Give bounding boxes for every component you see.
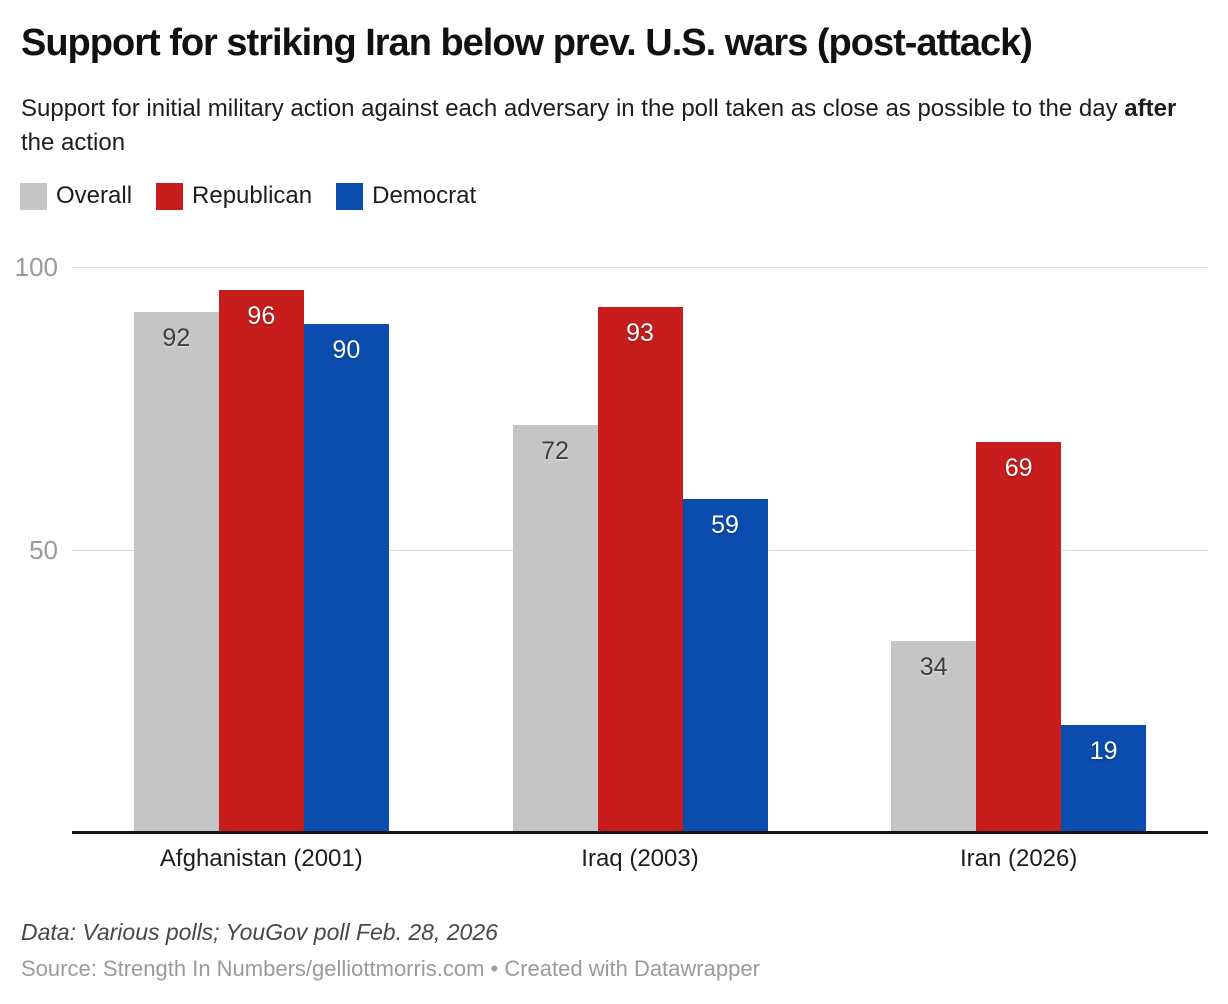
bar-democrat-1: 59 [682, 499, 768, 833]
bar-group-2: 34 69 19 [829, 267, 1208, 833]
legend-label-overall: Overall [56, 182, 133, 209]
chart-subtitle: Support for initial military action agai… [21, 92, 1213, 160]
bar-value-label: 93 [626, 318, 654, 347]
bar-overall-1: 72 [512, 425, 598, 833]
bar-republican-1: 93 [597, 306, 683, 833]
bar-group-1: 72 93 59 [451, 267, 830, 833]
category-label-1: Iraq (2003) [581, 845, 699, 872]
bar-republican-2: 69 [976, 442, 1062, 833]
bar-value-label: 72 [541, 437, 569, 466]
chart-title: Support for striking Iran below prev. U.… [21, 22, 1033, 64]
x-axis-line [72, 831, 1208, 834]
bar-overall-0: 92 [133, 312, 219, 833]
bar-value-label: 92 [162, 324, 191, 353]
bar-value-label: 34 [919, 652, 948, 681]
legend-swatch-democrat [336, 182, 364, 210]
bar-value-label: 69 [1004, 454, 1033, 483]
bar-groups: 92 96 90 72 93 59 34 69 19 [72, 267, 1208, 833]
legend-label-republican: Republican [192, 182, 313, 209]
subtitle-text-1: Support for initial military action agai… [21, 95, 1125, 122]
gridline-100 [72, 267, 1208, 268]
bar-value-label: 96 [247, 301, 276, 330]
legend-item-republican: Republican [156, 182, 312, 210]
bar-overall-2: 34 [891, 640, 977, 833]
bar-republican-0: 96 [218, 289, 304, 833]
category-label-2: Iran (2026) [959, 845, 1078, 872]
legend: Overall Republican Democrat [20, 182, 476, 210]
bar-value-label: 19 [1089, 737, 1118, 766]
bar-value-label: 59 [711, 511, 739, 540]
footer-data-note: Data: Various polls; YouGov poll Feb. 28… [21, 919, 498, 945]
legend-swatch-republican [156, 182, 184, 210]
legend-label-democrat: Democrat [372, 182, 477, 209]
category-label-0: Afghanistan (2001) [159, 845, 363, 872]
bar-value-label: 90 [332, 335, 361, 364]
y-tick-label-100: 100 [14, 252, 58, 282]
legend-item-democrat: Democrat [336, 182, 476, 210]
subtitle-text-2: the action [21, 129, 126, 156]
x-axis-labels: Afghanistan (2001) Iraq (2003) Iran (2026) [72, 845, 1208, 873]
y-tick-label-50: 50 [29, 535, 58, 565]
bar-group-0: 92 96 90 [72, 267, 451, 833]
bar-democrat-0: 90 [303, 323, 389, 833]
subtitle-bold-word: after [1124, 95, 1177, 122]
footer-source: Source: Strength In Numbers/gelliottmorr… [21, 956, 760, 981]
legend-item-overall: Overall [20, 182, 132, 210]
bar-democrat-2: 19 [1061, 725, 1147, 833]
plot-area: 92 96 90 72 93 59 34 69 19 [72, 267, 1208, 834]
legend-swatch-overall [20, 182, 47, 210]
